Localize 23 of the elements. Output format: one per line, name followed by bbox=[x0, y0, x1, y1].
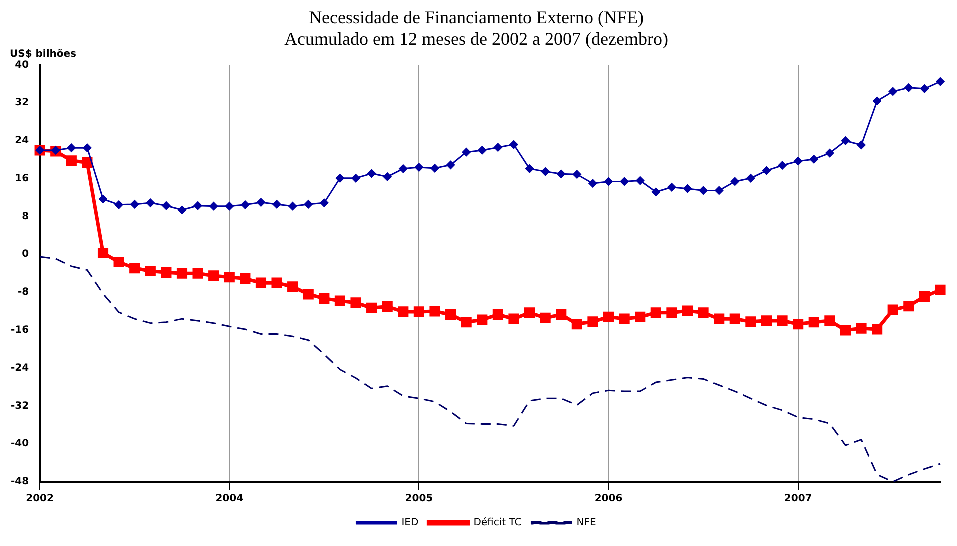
y-axis-title: US$ bilhões bbox=[10, 48, 77, 60]
y-tick-label: -16 bbox=[10, 325, 30, 336]
x-tick-label: 2007 bbox=[784, 494, 812, 505]
x-tick-label: 2005 bbox=[405, 494, 434, 505]
legend-label: IED bbox=[402, 518, 419, 529]
chart-subtitle: Acumulado em 12 meses de 2002 a 2007 (dezembro) bbox=[284, 29, 668, 50]
x-tick-label: 2002 bbox=[26, 494, 54, 505]
legend-label: NFE bbox=[576, 518, 596, 529]
y-tick-label: -48 bbox=[10, 476, 30, 488]
y-tick-label: -8 bbox=[18, 287, 30, 298]
y-tick-label: 24 bbox=[15, 136, 30, 147]
x-tick-label: 2004 bbox=[216, 494, 244, 505]
legend-label: Déficit TC bbox=[474, 518, 522, 529]
y-tick-label: -32 bbox=[10, 400, 30, 412]
y-tick-label: 8 bbox=[22, 211, 30, 222]
y-tick-label: 0 bbox=[22, 249, 30, 260]
y-tick-label: 40 bbox=[15, 60, 30, 71]
chart-title: Necessidade de Financiamento Externo (NFE) bbox=[309, 8, 644, 28]
x-tick-label: 2006 bbox=[594, 494, 623, 505]
y-tick-label: -40 bbox=[10, 438, 30, 450]
y-tick-label: -24 bbox=[10, 362, 30, 374]
y-tick-label: 32 bbox=[15, 98, 30, 109]
y-tick-label: 16 bbox=[15, 173, 30, 184]
